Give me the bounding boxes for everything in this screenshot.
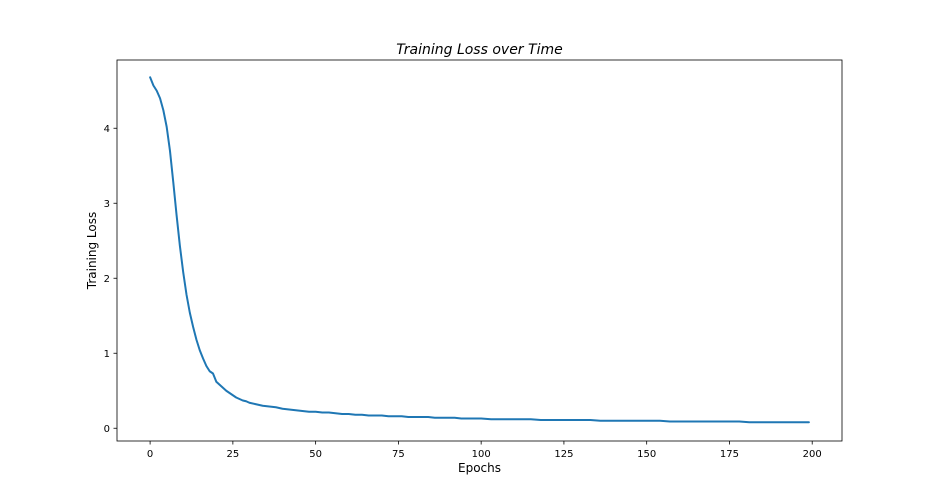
x-axis-label: Epochs — [458, 461, 501, 475]
x-tick-label: 75 — [392, 449, 405, 460]
x-tick-label: 150 — [637, 449, 656, 460]
x-tick-label: 50 — [309, 449, 322, 460]
x-tick-label: 200 — [803, 449, 822, 460]
y-axis-ticks: 0 1 2 3 4 — [104, 124, 117, 435]
chart-title: Training Loss over Time — [396, 42, 562, 58]
y-tick-label: 1 — [104, 349, 110, 360]
x-tick-label: 175 — [720, 449, 739, 460]
x-tick-label: 25 — [227, 449, 240, 460]
training-loss-line — [149, 76, 810, 424]
x-axis-ticks: 0 25 50 75 100 125 150 175 200 — [147, 441, 822, 460]
y-tick-label: 0 — [104, 424, 110, 435]
x-tick-label: 0 — [147, 449, 153, 460]
y-tick-label: 4 — [104, 124, 110, 135]
x-tick-label: 125 — [554, 449, 573, 460]
y-tick-label: 2 — [104, 274, 110, 285]
plot-area — [117, 60, 842, 441]
y-axis-label: Training Loss — [85, 212, 99, 290]
plot-frame — [116, 59, 843, 442]
y-tick-label: 3 — [104, 199, 110, 210]
x-tick-label: 100 — [472, 449, 491, 460]
